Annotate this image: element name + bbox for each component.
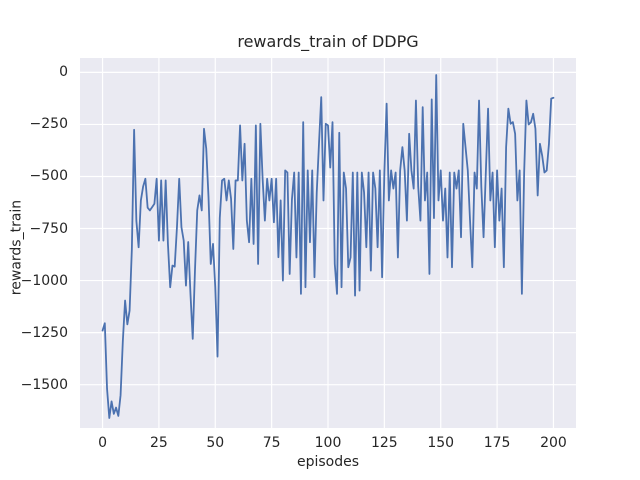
y-axis-label: rewards_train <box>8 199 25 296</box>
y-tick-label: −500 <box>29 168 68 185</box>
x-tick-label: 175 <box>483 435 511 451</box>
x-tick-label: 75 <box>262 435 281 451</box>
plot-area <box>80 58 576 428</box>
x-tick-label: 100 <box>314 435 342 451</box>
y-tick-label: −750 <box>29 220 68 237</box>
x-tick-label: 150 <box>427 435 455 451</box>
x-tick-label: 25 <box>149 435 168 451</box>
x-axis-label: episodes <box>296 454 360 470</box>
x-tick-label: 200 <box>540 435 567 451</box>
y-tick-label: −1000 <box>20 272 68 289</box>
reward-line <box>101 74 555 419</box>
chart-title: rewards_train of DDPG <box>237 32 419 51</box>
y-tick-label: 0 <box>59 64 68 81</box>
reward-line-chart <box>80 58 576 428</box>
y-tick-label: −250 <box>29 116 68 133</box>
y-tick-label: −1500 <box>20 376 68 393</box>
x-tick-label: 125 <box>370 435 398 451</box>
x-tick-label: 50 <box>206 435 225 451</box>
y-tick-label: −1250 <box>20 324 68 341</box>
x-tick-label: 0 <box>98 435 107 451</box>
